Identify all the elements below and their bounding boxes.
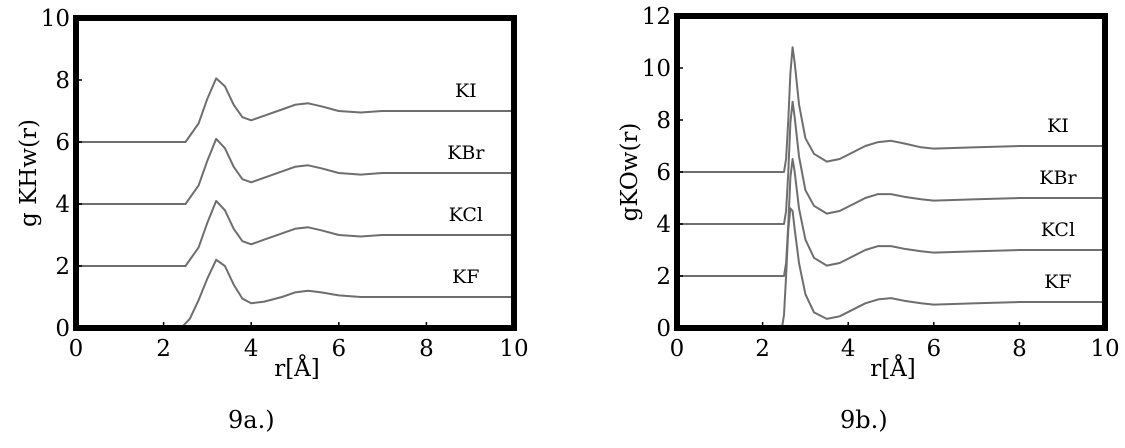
chart-9a-plot-frame — [73, 15, 517, 331]
chart-9a-caption: 9a.) — [228, 406, 275, 434]
chart-9a-svg: KI KBr KCl KF 0 2 4 6 8 10 0 2 4 6 8 10 r[Å] g KHw(r) — [16, 6, 529, 382]
chart-9a-series-kcl-line — [76, 199, 514, 267]
chart-9a-x-tick-label: 0 — [69, 336, 84, 362]
chart-9a-x-tick-label: 4 — [244, 336, 259, 362]
chart-9a-series-label-kbr: KBr — [447, 142, 485, 164]
chart-9b-series-ki-line — [677, 46, 1105, 173]
chart-panel-9b: KI KBr KCl KF 0 2 4 6 8 10 0 2 4 6 8 10 12 r[Å] gKOw(r) 9b… — [555, 0, 1125, 448]
chart-9a-series-label-kcl: KCl — [449, 204, 483, 226]
chart-9b-series-kbr-line — [677, 100, 1105, 225]
chart-9b-y-tick-label: 10 — [642, 56, 671, 82]
chart-9a-series-label-ki: KI — [455, 80, 477, 102]
chart-9b-x-tick-label: 8 — [1012, 336, 1027, 362]
chart-panel-9a: KI KBr KCl KF 0 2 4 6 8 10 0 2 4 6 8 10 r[Å] g KHw(r) 9a.… — [0, 0, 540, 448]
chart-9b-series-label-kcl: KCl — [1041, 219, 1075, 241]
chart-9a-x-axis-label: r[Å] — [274, 354, 320, 382]
chart-9b-series-kf-line — [780, 207, 1105, 329]
chart-9a-x-tick-label: 8 — [419, 336, 434, 362]
chart-9b-y-tick-label: 6 — [656, 160, 671, 186]
chart-9b-y-tick-label: 4 — [656, 212, 671, 238]
chart-9b-caption: 9b.) — [840, 406, 888, 434]
chart-9b-x-tick-label: 4 — [841, 336, 856, 362]
chart-9b-y-tick-label: 2 — [656, 264, 671, 290]
chart-9b-series-label-kf: KF — [1044, 271, 1071, 293]
chart-9b-y-tick-label: 12 — [642, 4, 671, 30]
chart-9b-x-axis-label: r[Å] — [870, 354, 916, 382]
chart-9a-x-tick-label: 10 — [499, 336, 528, 362]
chart-9a-series-label-kf: KF — [452, 266, 479, 288]
chart-9a-y-tick-label: 6 — [55, 130, 70, 156]
chart-9b-series-kcl-line — [677, 158, 1105, 277]
chart-9b-y-tick-label: 0 — [656, 316, 671, 342]
chart-9a-y-tick-label: 0 — [55, 316, 70, 342]
chart-9b-x-tick-label: 2 — [755, 336, 770, 362]
chart-9a-y-tick-label: 8 — [55, 68, 70, 94]
chart-9b-x-tick-label: 10 — [1090, 336, 1119, 362]
chart-9b-y-tick-label: 8 — [656, 108, 671, 134]
chart-9b-x-tick-label: 0 — [670, 336, 685, 362]
chart-9a-series-ki-line — [76, 77, 514, 143]
chart-9a-y-tick-label: 4 — [55, 192, 70, 218]
chart-9b-series-label-kbr: KBr — [1039, 167, 1077, 189]
chart-9a-y-axis-label: g KHw(r) — [16, 119, 42, 227]
chart-9a-series-kbr-line — [76, 137, 514, 205]
chart-9b-y-axis-label: gKOw(r) — [617, 123, 643, 222]
chart-9b-svg: KI KBr KCl KF 0 2 4 6 8 10 0 2 4 6 8 10 12 r[Å] gKOw(r) — [617, 4, 1120, 382]
chart-9b-x-tick-label: 6 — [926, 336, 941, 362]
chart-9a-x-tick-label: 6 — [331, 336, 346, 362]
chart-9a-y-tick-label: 2 — [55, 254, 70, 280]
chart-9a-x-tick-label: 2 — [156, 336, 171, 362]
chart-9b-series-label-ki: KI — [1047, 115, 1069, 137]
chart-9a-y-tick-label: 10 — [41, 6, 70, 32]
chart-9a-series-kf-line — [180, 258, 514, 329]
